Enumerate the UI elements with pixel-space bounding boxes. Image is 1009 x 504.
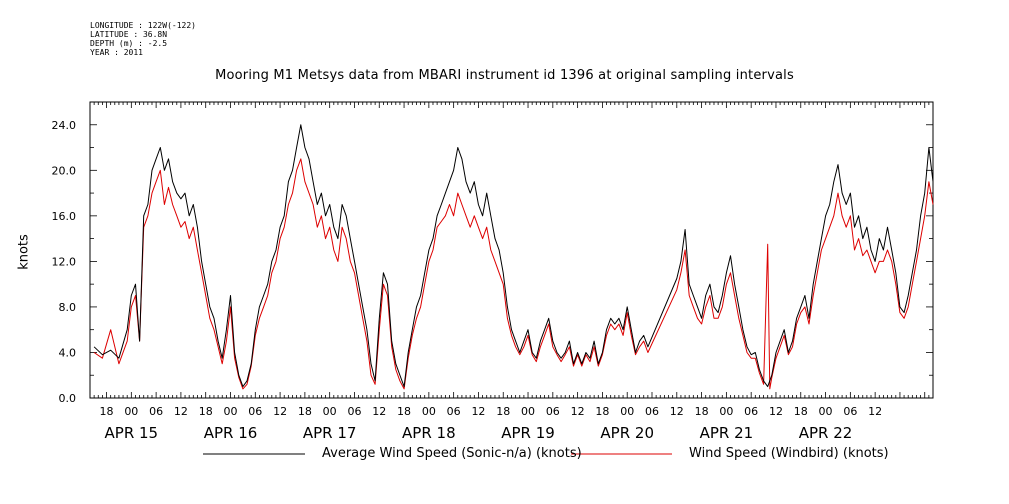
x-hour-tick-label: 00: [422, 405, 436, 418]
y-tick-label: 20.0: [52, 164, 77, 177]
latitude-label: LATITUDE : 36.8N: [90, 30, 168, 39]
x-day-label: APR 16: [204, 424, 258, 442]
legend-label-windbird: Wind Speed (Windbird) (knots): [689, 446, 889, 461]
metadata-block: LONGITUDE : 122W(-122) LATITUDE : 36.8N …: [90, 21, 196, 57]
x-hour-tick-label: 18: [298, 405, 312, 418]
series-line-windbird: [93, 158, 934, 390]
x-hour-tick-label: 12: [868, 405, 882, 418]
x-hour-tick-label: 18: [397, 405, 411, 418]
x-hour-tick-label: 06: [744, 405, 758, 418]
x-hour-tick-label: 06: [149, 405, 163, 418]
x-hour-tick-label: 12: [571, 405, 585, 418]
plot-axes: 18 00 06 12 18 00 06 12 18 00 06 12 18 00 06 12 18 00 06 12…: [52, 101, 934, 442]
x-day-label: APR 20: [600, 424, 654, 442]
x-day-label: APR 19: [501, 424, 555, 442]
x-day-label: APR 21: [700, 424, 754, 442]
x-hour-tick-label: 18: [199, 405, 213, 418]
x-hour-tick-label: 00: [124, 405, 138, 418]
x-hour-tick-label: 00: [620, 405, 634, 418]
x-day-label: APR 22: [799, 424, 853, 442]
y-tick-label: 24.0: [52, 119, 77, 132]
x-day-label: APR 15: [105, 424, 159, 442]
x-hour-tick-label: 12: [372, 405, 386, 418]
x-hour-tick-label: 18: [794, 405, 808, 418]
y-tick-label: 0.0: [59, 392, 77, 405]
x-hour-tick-label: 18: [595, 405, 609, 418]
chart-title: Mooring M1 Metsys data from MBARI instru…: [215, 68, 794, 83]
x-hour-tick-label: 00: [819, 405, 833, 418]
x-hour-tick-label: 00: [224, 405, 238, 418]
x-hour-tick-label: 18: [496, 405, 510, 418]
legend-label-avg-wind: Average Wind Speed (Sonic-n/a) (knots): [322, 446, 582, 461]
x-hour-tick-label: 12: [670, 405, 684, 418]
x-hour-tick-label: 12: [273, 405, 287, 418]
x-hour-tick-label: 12: [471, 405, 485, 418]
x-day-label: APR 18: [402, 424, 456, 442]
series-layer: [93, 124, 934, 390]
x-hour-tick-label: 06: [347, 405, 361, 418]
y-tick-label: 12.0: [52, 255, 77, 268]
x-hour-tick-label: 00: [719, 405, 733, 418]
series-line-avg-wind: [93, 124, 934, 388]
x-hour-tick-label: 06: [843, 405, 857, 418]
plot-frame: [89, 101, 934, 399]
x-hour-tick-label: 00: [323, 405, 337, 418]
x-hour-tick-label: 18: [100, 405, 114, 418]
x-hour-tick-label: 12: [769, 405, 783, 418]
x-hour-tick-label: 06: [447, 405, 461, 418]
y-tick-label: 16.0: [52, 210, 77, 223]
x-hour-tick-label: 00: [521, 405, 535, 418]
x-hour-tick-label: 12: [174, 405, 188, 418]
x-hour-tick-label: 06: [645, 405, 659, 418]
year-label: YEAR : 2011: [90, 48, 143, 57]
x-hour-tick-label: 06: [248, 405, 262, 418]
x-hour-tick-label: 06: [546, 405, 560, 418]
y-tick-label: 4.0: [59, 346, 77, 359]
y-tick-label: 8.0: [59, 301, 77, 314]
longitude-label: LONGITUDE : 122W(-122): [90, 21, 196, 30]
depth-label: DEPTH (m) : -2.5: [90, 39, 168, 48]
x-hour-tick-label: 18: [695, 405, 709, 418]
x-day-label: APR 17: [303, 424, 357, 442]
